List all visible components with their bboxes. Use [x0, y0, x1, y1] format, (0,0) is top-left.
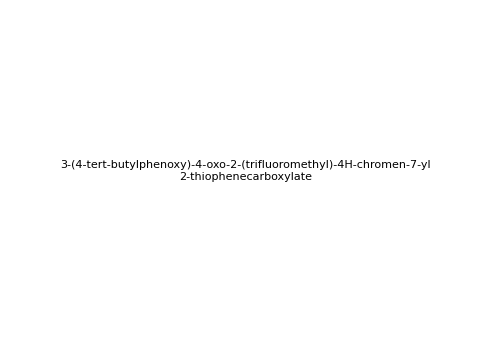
Text: 3-(4-tert-butylphenoxy)-4-oxo-2-(trifluoromethyl)-4H-chromen-7-yl 2-thiophenecar: 3-(4-tert-butylphenoxy)-4-oxo-2-(trifluo… — [61, 160, 431, 182]
